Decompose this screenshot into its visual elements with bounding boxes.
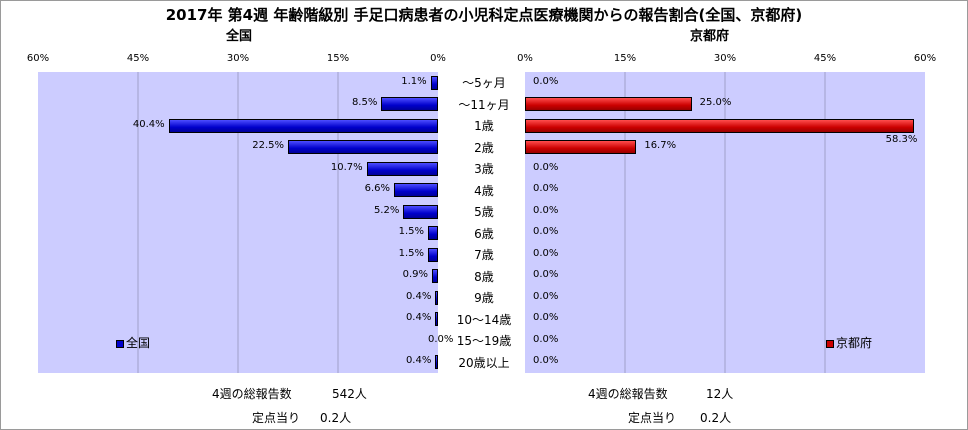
category-label: 20歳以上 [458,355,510,370]
right-footer-per-label: 定点当り [628,411,677,425]
left-value-label: 5.2% [373,204,400,216]
left-legend: 全国 [116,334,150,351]
left-value-label: 8.5% [351,97,378,109]
left-value-label: 1.1% [401,75,427,87]
left-value-label: 6.6% [364,183,390,195]
left-value-label: 0.4% [405,312,432,324]
category-label: 4歳 [474,183,494,198]
right-footer-total-value: 12人 [706,387,734,401]
left-tick-label: 60% [26,53,50,64]
category-label: 10～14歳 [456,312,512,327]
right-value-label: 58.3% [885,133,918,145]
right-value-label: 0.0% [533,269,559,281]
left-bar [430,75,438,90]
left-bar [394,183,438,198]
left-bar [381,97,438,112]
left-bar [435,312,438,327]
left-value-label: 0.4% [405,290,432,302]
category-label: ～5ヶ月 [462,76,506,90]
category-label: 7歳 [474,248,494,262]
left-value-label: 40.4% [132,118,165,130]
right-value-label: 0.0% [533,355,559,367]
left-value-label: 1.5% [398,226,424,238]
left-value-label: 22.5% [252,140,284,152]
category-label: 3歳 [474,162,494,176]
right-legend-label: 京都府 [836,336,873,350]
left-bar [403,204,438,219]
left-value-label: 1.5% [398,247,424,259]
right-tick-label: 15% [613,53,637,64]
right-tick-label: 60% [913,53,937,64]
right-value-label: 0.0% [533,333,559,345]
category-label: 2歳 [474,140,494,155]
left-bar [428,226,438,241]
left-gridlines [137,72,339,373]
right-plot-area [525,72,925,373]
right-footer-total-label: 4週の総報告数 [588,387,668,401]
right-value-label: 0.0% [533,75,559,87]
right-value-label: 25.0% [699,97,732,109]
right-footer-per-value: 0.2人 [700,411,732,425]
right-legend-swatch [826,339,834,348]
right-tick-label: 0% [517,53,533,64]
left-tick-label: 15% [326,53,350,64]
category-label: 6歳 [474,226,494,241]
left-bar [435,355,438,370]
left-bar [288,140,438,155]
category-label: 8歳 [474,269,494,284]
category-label: 1歳 [474,119,494,133]
left-value-label: 0.0% [428,333,454,345]
category-label: 15～19歳 [456,334,512,348]
right-value-label: 0.0% [533,183,559,195]
left-bar [168,118,438,133]
left-footer-total-label: 4週の総報告数 [212,387,292,401]
right-value-label: 0.0% [533,312,559,324]
right-value-label: 16.7% [644,140,677,152]
left-footer-total-value: 542人 [332,387,367,401]
right-value-label: 0.0% [533,161,559,173]
right-panel-title: 京都府 [690,29,730,44]
category-label: ～11ヶ月 [458,97,510,112]
right-legend: 京都府 [826,334,872,351]
left-footer-per-value: 0.2人 [320,411,352,425]
left-panel-title: 全国 [226,29,253,44]
category-label: 9歳 [474,291,494,305]
right-bar [525,118,914,133]
left-legend-swatch [116,339,124,348]
right-tick-label: 30% [713,53,737,64]
right-value-label: 0.0% [533,204,559,216]
left-value-label: 10.7% [330,161,363,173]
left-tick-label: 0% [430,53,446,64]
right-value-label: 0.0% [533,247,559,259]
left-value-label: 0.9% [402,269,428,281]
left-value-label: 0.4% [405,355,432,367]
left-plot-area [38,72,438,373]
left-bar [432,269,438,284]
right-bar [525,97,692,112]
left-footer-per-label: 定点当り [252,411,301,425]
left-bar [435,290,438,305]
left-tick-label: 30% [226,53,250,64]
left-bar [366,161,438,176]
left-tick-label: 45% [126,53,150,64]
right-value-label: 0.0% [533,290,559,302]
right-value-label: 0.0% [533,226,559,238]
left-legend-label: 全国 [126,336,151,350]
left-bar [428,247,438,262]
right-tick-label: 45% [813,53,837,64]
chart-title: 2017年 第4週 年齢階級別 手足口病患者の小児科定点医療機関からの報告割合(… [165,6,803,24]
right-gridlines [624,72,826,373]
category-label: 5歳 [474,205,494,219]
right-bar [525,140,637,155]
